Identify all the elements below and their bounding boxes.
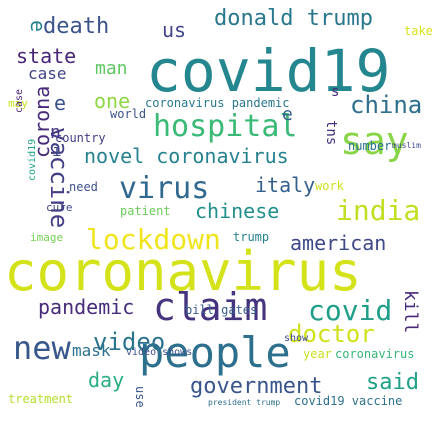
word-country: country — [55, 131, 106, 145]
word-video-shows: video shows — [126, 347, 193, 358]
word-cure: cure — [46, 201, 73, 214]
word-trump: trump — [233, 230, 270, 244]
word-death: death — [43, 14, 110, 39]
word-pandemic: pandemic — [38, 295, 135, 319]
word-number: number — [348, 139, 392, 153]
word-take: take — [404, 24, 433, 38]
word-s: s — [331, 84, 340, 100]
word-one: one — [94, 89, 131, 113]
word-e-2: e — [54, 91, 67, 115]
word-show: show — [284, 333, 309, 344]
word-patient: patient — [120, 204, 171, 218]
word-n: n — [50, 122, 61, 143]
word-chinese: chinese — [195, 199, 280, 223]
word-covid19-small: covid19 — [27, 138, 38, 181]
word-may: may — [8, 97, 28, 110]
word-covid19-vaccine: covid19 vaccine — [294, 394, 403, 408]
word-use: use — [133, 386, 147, 408]
word-new: new — [13, 329, 71, 367]
word-coronavirus-small: coronavirus — [335, 347, 415, 361]
word-e-3: e — [282, 104, 293, 125]
word-italy: italy — [255, 173, 316, 197]
word-covid: covid — [308, 294, 393, 327]
word-need: need — [69, 180, 98, 194]
word-state: state — [16, 44, 77, 68]
word-case-vertical: case — [14, 88, 25, 113]
word-tns: tns — [323, 120, 339, 146]
word-coronavirus-pandemic: coronavirus pandemic — [145, 96, 290, 110]
word-president-trump: president trump — [208, 398, 281, 407]
word-virus: virus — [119, 171, 210, 206]
word-case: case — [28, 64, 67, 83]
word-claim: claim — [153, 285, 268, 329]
word-covid19: covid19 — [146, 37, 391, 105]
word-work: work — [315, 179, 344, 193]
word-bill-gates: bill gates — [185, 303, 258, 317]
word-people: people — [139, 328, 291, 377]
word-mask: mask — [72, 341, 111, 360]
word-hospital: hospital — [153, 109, 298, 144]
word-day: day — [88, 368, 125, 392]
word-e-1: e — [26, 20, 50, 33]
word-us: us — [162, 18, 187, 42]
word-coronavirus: coronavirus — [4, 240, 362, 303]
word-doctor: doctor — [288, 320, 375, 348]
word-said: said — [366, 370, 419, 395]
word-muslim: muslim — [392, 141, 421, 150]
word-man: man — [95, 58, 128, 79]
word-novel-coronavirus: novel coronavirus — [84, 144, 289, 168]
word-image: image — [30, 231, 64, 244]
word-i: i — [52, 141, 62, 160]
word-video: video — [93, 328, 166, 356]
word-say: say — [340, 119, 409, 163]
word-lockdown: lockdown — [86, 223, 221, 256]
word-government: government — [190, 374, 323, 399]
word-kill: kill — [400, 290, 421, 334]
word-year: year — [303, 347, 332, 361]
word-world: world — [110, 107, 147, 121]
word-china: china — [350, 91, 423, 119]
word-india: india — [336, 194, 421, 227]
word-donald-trump: donald trump — [214, 6, 373, 31]
word-treatment: treatment — [8, 392, 74, 406]
word-american: american — [290, 231, 387, 255]
